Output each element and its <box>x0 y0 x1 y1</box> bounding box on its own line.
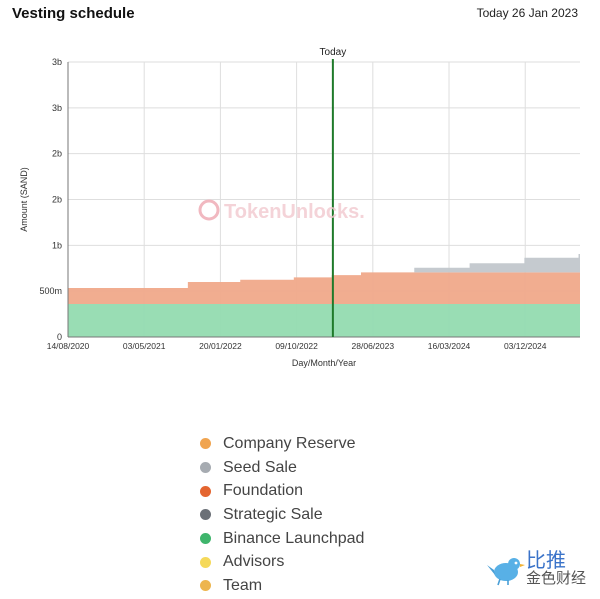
brand-text-secondary: 金色财经 <box>525 569 586 587</box>
legend-label: Company Reserve <box>223 434 356 452</box>
legend-item[interactable]: Binance Launchpad <box>200 527 364 551</box>
legend-label: Foundation <box>223 482 304 500</box>
legend-swatch <box>200 438 211 450</box>
legend-item[interactable]: Advisors <box>200 550 364 574</box>
bird-logo-icon <box>486 557 525 585</box>
legend-swatch <box>200 556 211 568</box>
legend-label: Strategic Sale <box>223 505 323 523</box>
legend-swatch <box>200 533 211 545</box>
legend-item[interactable]: Seed Sale <box>200 456 364 480</box>
legend-swatch <box>200 509 211 521</box>
y-tick-label: 3b <box>52 57 62 67</box>
legend-item[interactable]: Strategic Sale <box>200 503 364 527</box>
y-axis-title: Amount (SAND) <box>19 167 29 232</box>
x-tick-label: 03/05/2021 <box>123 341 166 351</box>
x-tick-label: 20/01/2022 <box>199 341 242 351</box>
area-foundation <box>68 272 580 304</box>
legend-item[interactable]: Foundation <box>200 479 364 503</box>
x-axis-title: Day/Month/Year <box>292 358 356 368</box>
x-tick-label: 09/10/2022 <box>275 341 318 351</box>
x-tick-label: 03/12/2024 <box>504 341 547 351</box>
brand-watermark: 比推 金色财经 <box>486 550 586 587</box>
legend-swatch <box>200 485 211 497</box>
today-label: Today <box>320 47 347 58</box>
y-tick-label: 2b <box>52 149 62 159</box>
legend-label: Binance Launchpad <box>223 529 365 547</box>
y-tick-label: 3b <box>52 103 62 113</box>
x-tick-label: 14/08/2020 <box>47 341 90 351</box>
chart-title: Vesting schedule <box>12 5 135 22</box>
area-seed-sale <box>68 254 580 288</box>
area-binance-launchpad <box>68 304 580 337</box>
y-tick-label: 2b <box>52 195 62 205</box>
x-tick-label: 16/03/2024 <box>428 341 471 351</box>
legend-swatch <box>200 462 211 474</box>
y-tick-label: 0 <box>57 332 62 342</box>
legend: Company Reserve Seed Sale Foundation Strate… <box>200 432 364 598</box>
today-date: Today 26 Jan 2023 <box>476 6 578 20</box>
legend-label: Advisors <box>223 553 285 571</box>
legend-item[interactable]: Team <box>200 574 364 598</box>
x-tick-label: 28/06/2023 <box>352 341 395 351</box>
y-tick-label: 500m <box>39 286 62 296</box>
tokenunlocks-watermark: TokenUnlocks. <box>224 201 365 223</box>
legend-swatch <box>200 580 211 592</box>
legend-label: Seed Sale <box>223 458 297 476</box>
tokenunlocks-logo-icon <box>198 199 220 221</box>
y-tick-label: 1b <box>52 240 62 250</box>
legend-label: Team <box>223 576 263 594</box>
brand-text-primary: 比推 <box>525 548 566 572</box>
legend-item[interactable]: Company Reserve <box>200 432 364 456</box>
vesting-chart: 0 500m 1b 2b 2b 3b 3b 14/08/2020 03/05/2021 20/01… <box>19 47 580 368</box>
